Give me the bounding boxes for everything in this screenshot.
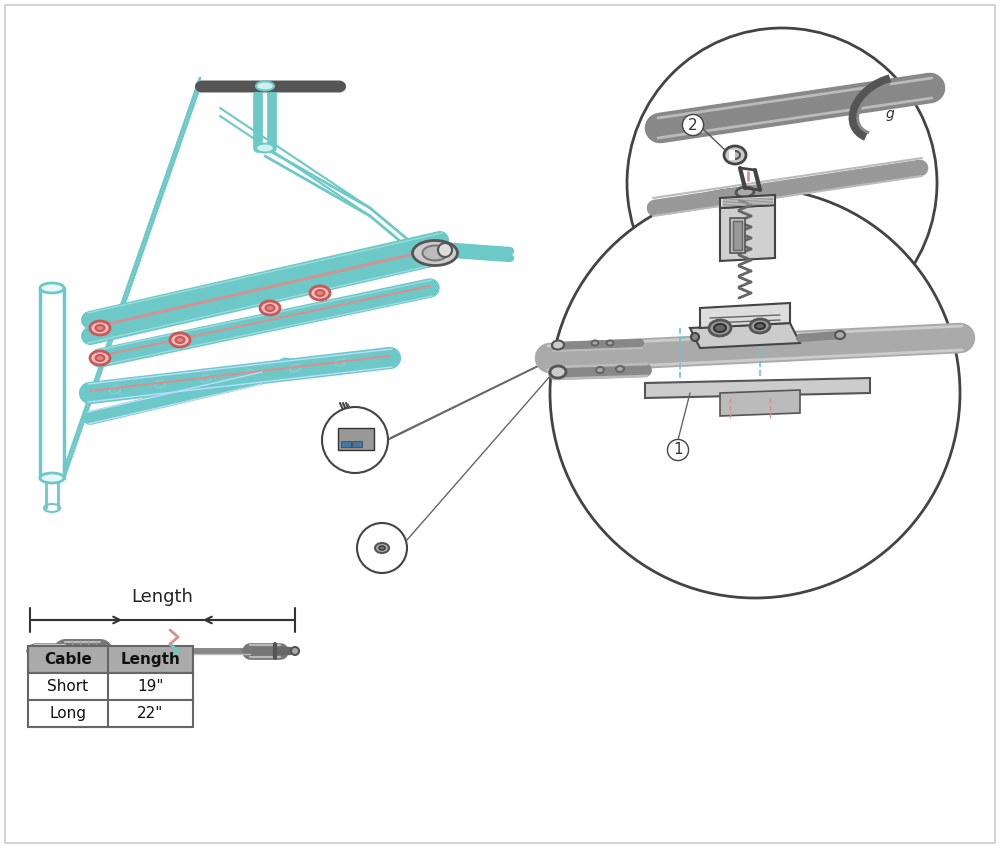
Polygon shape bbox=[720, 390, 800, 416]
Ellipse shape bbox=[90, 321, 110, 335]
Ellipse shape bbox=[316, 290, 324, 296]
Ellipse shape bbox=[28, 646, 36, 656]
Ellipse shape bbox=[714, 324, 726, 332]
Ellipse shape bbox=[40, 283, 64, 293]
Polygon shape bbox=[720, 195, 775, 208]
Ellipse shape bbox=[96, 355, 104, 361]
Text: g: g bbox=[886, 107, 894, 121]
Circle shape bbox=[627, 28, 937, 338]
Bar bbox=[352, 441, 362, 447]
Polygon shape bbox=[645, 378, 870, 398]
Ellipse shape bbox=[379, 546, 385, 550]
Ellipse shape bbox=[730, 151, 740, 159]
Ellipse shape bbox=[375, 543, 389, 553]
Bar bbox=[338, 428, 374, 450]
Ellipse shape bbox=[422, 246, 448, 260]
Bar bbox=[730, 218, 745, 253]
Text: 2: 2 bbox=[688, 118, 698, 132]
Ellipse shape bbox=[310, 286, 330, 300]
Text: Long: Long bbox=[50, 706, 87, 721]
Ellipse shape bbox=[616, 366, 624, 372]
Bar bbox=[729, 150, 735, 160]
Circle shape bbox=[322, 407, 388, 473]
Ellipse shape bbox=[260, 301, 280, 315]
Ellipse shape bbox=[552, 341, 564, 349]
Text: Cable: Cable bbox=[44, 652, 92, 667]
Ellipse shape bbox=[176, 337, 184, 343]
Bar bbox=[733, 221, 742, 250]
Circle shape bbox=[357, 523, 407, 573]
Text: Short: Short bbox=[47, 679, 89, 694]
Ellipse shape bbox=[550, 366, 566, 378]
Text: Length: Length bbox=[131, 588, 193, 606]
Ellipse shape bbox=[750, 319, 770, 333]
Ellipse shape bbox=[835, 331, 845, 339]
Polygon shape bbox=[720, 205, 775, 261]
Ellipse shape bbox=[90, 351, 110, 365]
Ellipse shape bbox=[256, 143, 274, 153]
Bar bbox=[28, 646, 193, 673]
Text: 22": 22" bbox=[137, 706, 164, 721]
Ellipse shape bbox=[40, 473, 64, 483]
Ellipse shape bbox=[596, 367, 604, 373]
Ellipse shape bbox=[607, 341, 613, 345]
Bar bbox=[28, 673, 193, 700]
Ellipse shape bbox=[736, 187, 754, 197]
Text: 1: 1 bbox=[673, 443, 683, 458]
Ellipse shape bbox=[724, 146, 746, 164]
Polygon shape bbox=[700, 303, 790, 328]
Ellipse shape bbox=[291, 647, 299, 655]
Circle shape bbox=[550, 188, 960, 598]
Ellipse shape bbox=[755, 323, 765, 329]
Bar bbox=[28, 700, 193, 727]
Ellipse shape bbox=[170, 333, 190, 347]
Ellipse shape bbox=[96, 325, 104, 331]
Ellipse shape bbox=[413, 241, 458, 265]
Ellipse shape bbox=[438, 243, 452, 257]
Bar bbox=[341, 441, 351, 447]
Ellipse shape bbox=[592, 341, 598, 345]
Ellipse shape bbox=[256, 81, 274, 91]
Text: 19": 19" bbox=[137, 679, 164, 694]
Ellipse shape bbox=[266, 305, 274, 311]
Ellipse shape bbox=[691, 333, 699, 341]
Polygon shape bbox=[690, 323, 800, 348]
Text: Length: Length bbox=[121, 652, 180, 667]
Ellipse shape bbox=[709, 320, 731, 336]
